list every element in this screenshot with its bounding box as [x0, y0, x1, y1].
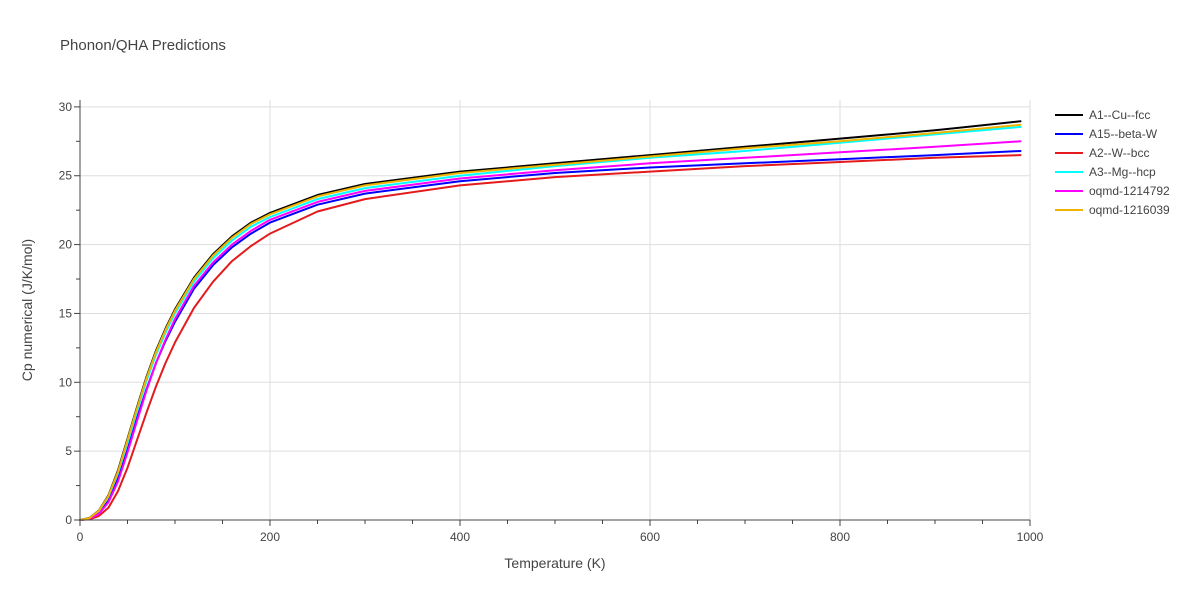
legend-label: A2--W--bcc — [1089, 146, 1149, 160]
legend-label: A1--Cu--fcc — [1089, 108, 1150, 122]
x-tick-label: 400 — [450, 530, 470, 544]
series-line-a1-cu-fcc — [79, 120, 1022, 521]
legend: A1--Cu--fcc A15--beta-W A2--W--bcc A3--Mg--… — [1055, 108, 1170, 217]
y-tick-label: 15 — [59, 306, 73, 320]
y-tick-label: 20 — [59, 238, 73, 252]
x-tick-label: 200 — [260, 530, 280, 544]
x-tick-label: 800 — [830, 530, 850, 544]
legend-item[interactable]: A1--Cu--fcc — [1055, 108, 1150, 122]
legend-item[interactable]: oqmd-1214792 — [1055, 184, 1170, 198]
legend-label: oqmd-1214792 — [1089, 184, 1170, 198]
series-line-a15-beta-w — [79, 150, 1022, 521]
legend-item[interactable]: A15--beta-W — [1055, 127, 1158, 141]
legend-label: A3--Mg--hcp — [1089, 165, 1156, 179]
legend-item[interactable]: A2--W--bcc — [1055, 146, 1149, 160]
x-axis-title: Temperature (K) — [504, 555, 605, 571]
y-tick-label: 0 — [65, 513, 72, 527]
legend-label: oqmd-1216039 — [1089, 203, 1170, 217]
series-line-a3-mg-hcp — [79, 125, 1022, 521]
legend-label: A15--beta-W — [1089, 127, 1158, 141]
y-tick-label: 5 — [65, 444, 72, 458]
y-axis-title: Cp numerical (J/K/mol) — [19, 239, 35, 381]
chart-title: Phonon/QHA Predictions — [60, 37, 226, 54]
series-group — [79, 120, 1022, 521]
series-line-oqmd-1214792 — [79, 140, 1022, 521]
y-tick-label: 10 — [59, 375, 73, 389]
legend-item[interactable]: oqmd-1216039 — [1055, 203, 1170, 217]
axes: 0 200 400 600 800 1000 0 5 10 15 20 25 30 — [59, 100, 1044, 544]
y-tick-label: 30 — [59, 100, 73, 114]
x-tick-label: 600 — [640, 530, 660, 544]
grid — [80, 100, 1031, 520]
legend-item[interactable]: A3--Mg--hcp — [1055, 165, 1156, 179]
series-line-a2-w-bcc — [79, 154, 1022, 521]
x-tick-label: 0 — [77, 530, 84, 544]
y-tick-label: 25 — [59, 169, 73, 183]
x-tick-label: 1000 — [1017, 530, 1044, 544]
series-line-oqmd-1216039 — [79, 123, 1022, 521]
